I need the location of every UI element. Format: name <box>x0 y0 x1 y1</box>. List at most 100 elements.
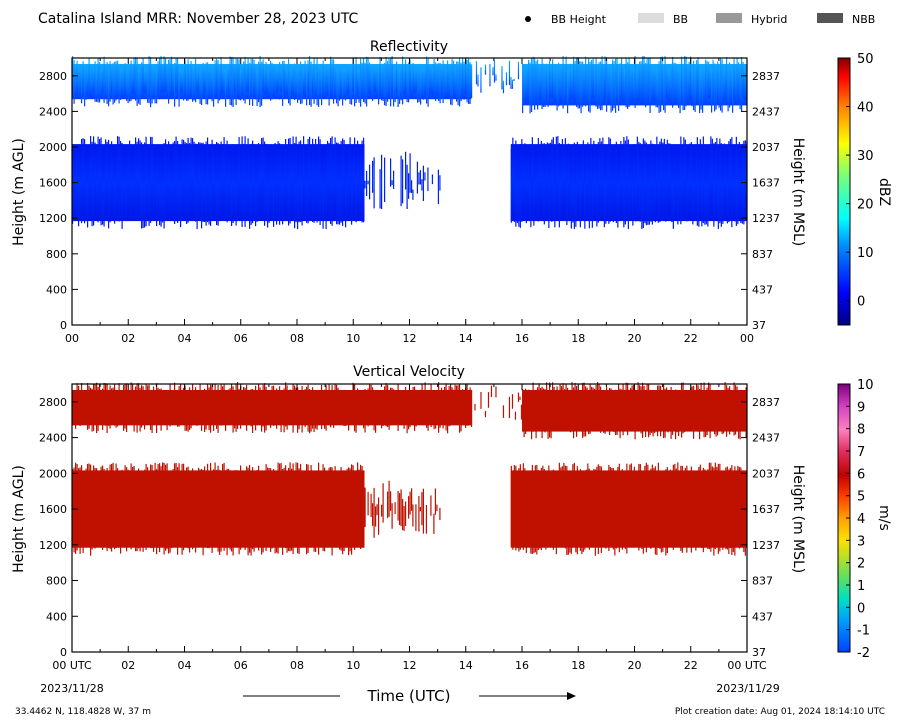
heatmap-streak <box>725 467 727 550</box>
heatmap-streak <box>351 395 353 424</box>
heatmap-streak <box>238 470 240 555</box>
heatmap-streak <box>433 390 435 430</box>
heatmap-streak <box>369 164 371 200</box>
heatmap-streak <box>355 147 357 223</box>
heatmap-streak <box>656 470 658 555</box>
heatmap-streak <box>205 473 207 544</box>
heatmap-streak <box>331 136 333 226</box>
heatmap-streak <box>315 473 317 553</box>
heatmap-streak <box>301 64 303 104</box>
heatmap-streak <box>304 147 306 218</box>
heatmap-streak <box>205 390 207 430</box>
heatmap-streak <box>579 61 581 109</box>
heatmap-streak <box>283 60 285 94</box>
y-tick-label-right: 437 <box>752 610 773 623</box>
heatmap-streak <box>713 143 715 227</box>
heatmap-streak <box>154 149 156 214</box>
heatmap-streak <box>388 391 390 430</box>
heatmap-streak <box>132 146 134 217</box>
heatmap-streak <box>663 471 665 547</box>
heatmap-streak <box>675 389 677 440</box>
heatmap-streak <box>744 140 746 216</box>
heatmap-streak <box>262 137 264 217</box>
heatmap-streak <box>706 60 708 106</box>
heatmap-streak <box>244 56 246 104</box>
heatmap-streak <box>151 64 153 104</box>
heatmap-streak <box>246 67 248 92</box>
heatmap-streak <box>79 392 81 427</box>
heatmap-streak <box>424 382 426 420</box>
heatmap-streak <box>588 393 590 435</box>
heatmap-streak <box>100 69 102 99</box>
heatmap-streak <box>609 138 611 222</box>
heatmap-streak <box>276 472 278 553</box>
heatmap-streak <box>103 468 105 545</box>
heatmap-streak <box>726 466 728 550</box>
heatmap-streak <box>666 65 668 98</box>
heatmap-streak <box>714 462 716 550</box>
heatmap-streak <box>606 387 608 430</box>
heatmap-streak <box>636 393 638 430</box>
heatmap-streak <box>393 170 395 189</box>
heatmap-streak <box>306 149 308 223</box>
heatmap-streak <box>352 465 354 547</box>
heatmap-streak <box>403 391 405 429</box>
heatmap-streak <box>415 66 417 92</box>
heatmap-streak <box>660 57 662 112</box>
heatmap-streak <box>451 387 453 418</box>
colorbar-tick-label: 7 <box>857 445 865 460</box>
heatmap-streak <box>384 62 386 106</box>
heatmap-streak <box>220 57 222 95</box>
heatmap-streak <box>322 390 324 425</box>
heatmap-streak <box>274 65 276 98</box>
heatmap-streak <box>184 141 186 219</box>
heatmap-streak <box>517 392 520 402</box>
heatmap-streak <box>406 394 408 434</box>
heatmap-streak <box>658 61 660 113</box>
heatmap-streak <box>544 389 546 433</box>
heatmap-streak <box>580 61 582 114</box>
heatmap-streak <box>214 384 216 421</box>
heatmap-streak <box>542 465 544 544</box>
heatmap-streak <box>742 395 744 429</box>
heatmap-streak <box>700 68 702 110</box>
heatmap-streak <box>615 58 617 113</box>
heatmap-streak <box>529 62 531 114</box>
heatmap-streak <box>310 392 312 432</box>
heatmap-streak <box>529 395 531 425</box>
heatmap-streak <box>502 405 505 418</box>
heatmap-streak <box>542 143 544 218</box>
heatmap-streak <box>163 462 165 555</box>
heatmap-streak <box>607 66 609 103</box>
heatmap-streak <box>518 468 520 552</box>
heatmap-streak <box>594 68 596 105</box>
heatmap-streak <box>126 383 128 432</box>
heatmap-streak <box>261 138 263 214</box>
heatmap-streak <box>562 383 564 428</box>
heatmap-streak <box>633 466 635 545</box>
heatmap-streak <box>241 136 243 228</box>
heatmap-streak <box>106 468 108 552</box>
heatmap-streak <box>195 474 197 553</box>
heatmap-streak <box>530 474 532 554</box>
heatmap-streak <box>654 466 656 555</box>
heatmap-streak <box>518 148 520 227</box>
heatmap-streak <box>252 389 254 434</box>
heatmap-streak <box>437 169 440 205</box>
heatmap-streak <box>184 471 186 546</box>
heatmap-streak <box>84 139 86 224</box>
heatmap-streak <box>562 56 564 109</box>
heatmap-streak <box>400 64 402 101</box>
heatmap-streak <box>704 148 706 225</box>
heatmap-streak <box>624 69 626 103</box>
heatmap-streak <box>417 65 419 103</box>
heatmap-streak <box>719 463 721 552</box>
heatmap-streak <box>228 468 230 548</box>
x-tick-label: 04 <box>178 659 192 672</box>
heatmap-streak <box>109 464 111 550</box>
heatmap-streak <box>112 462 114 547</box>
heatmap-streak <box>232 57 234 108</box>
heatmap-streak <box>205 62 207 105</box>
heatmap-streak <box>650 140 652 222</box>
